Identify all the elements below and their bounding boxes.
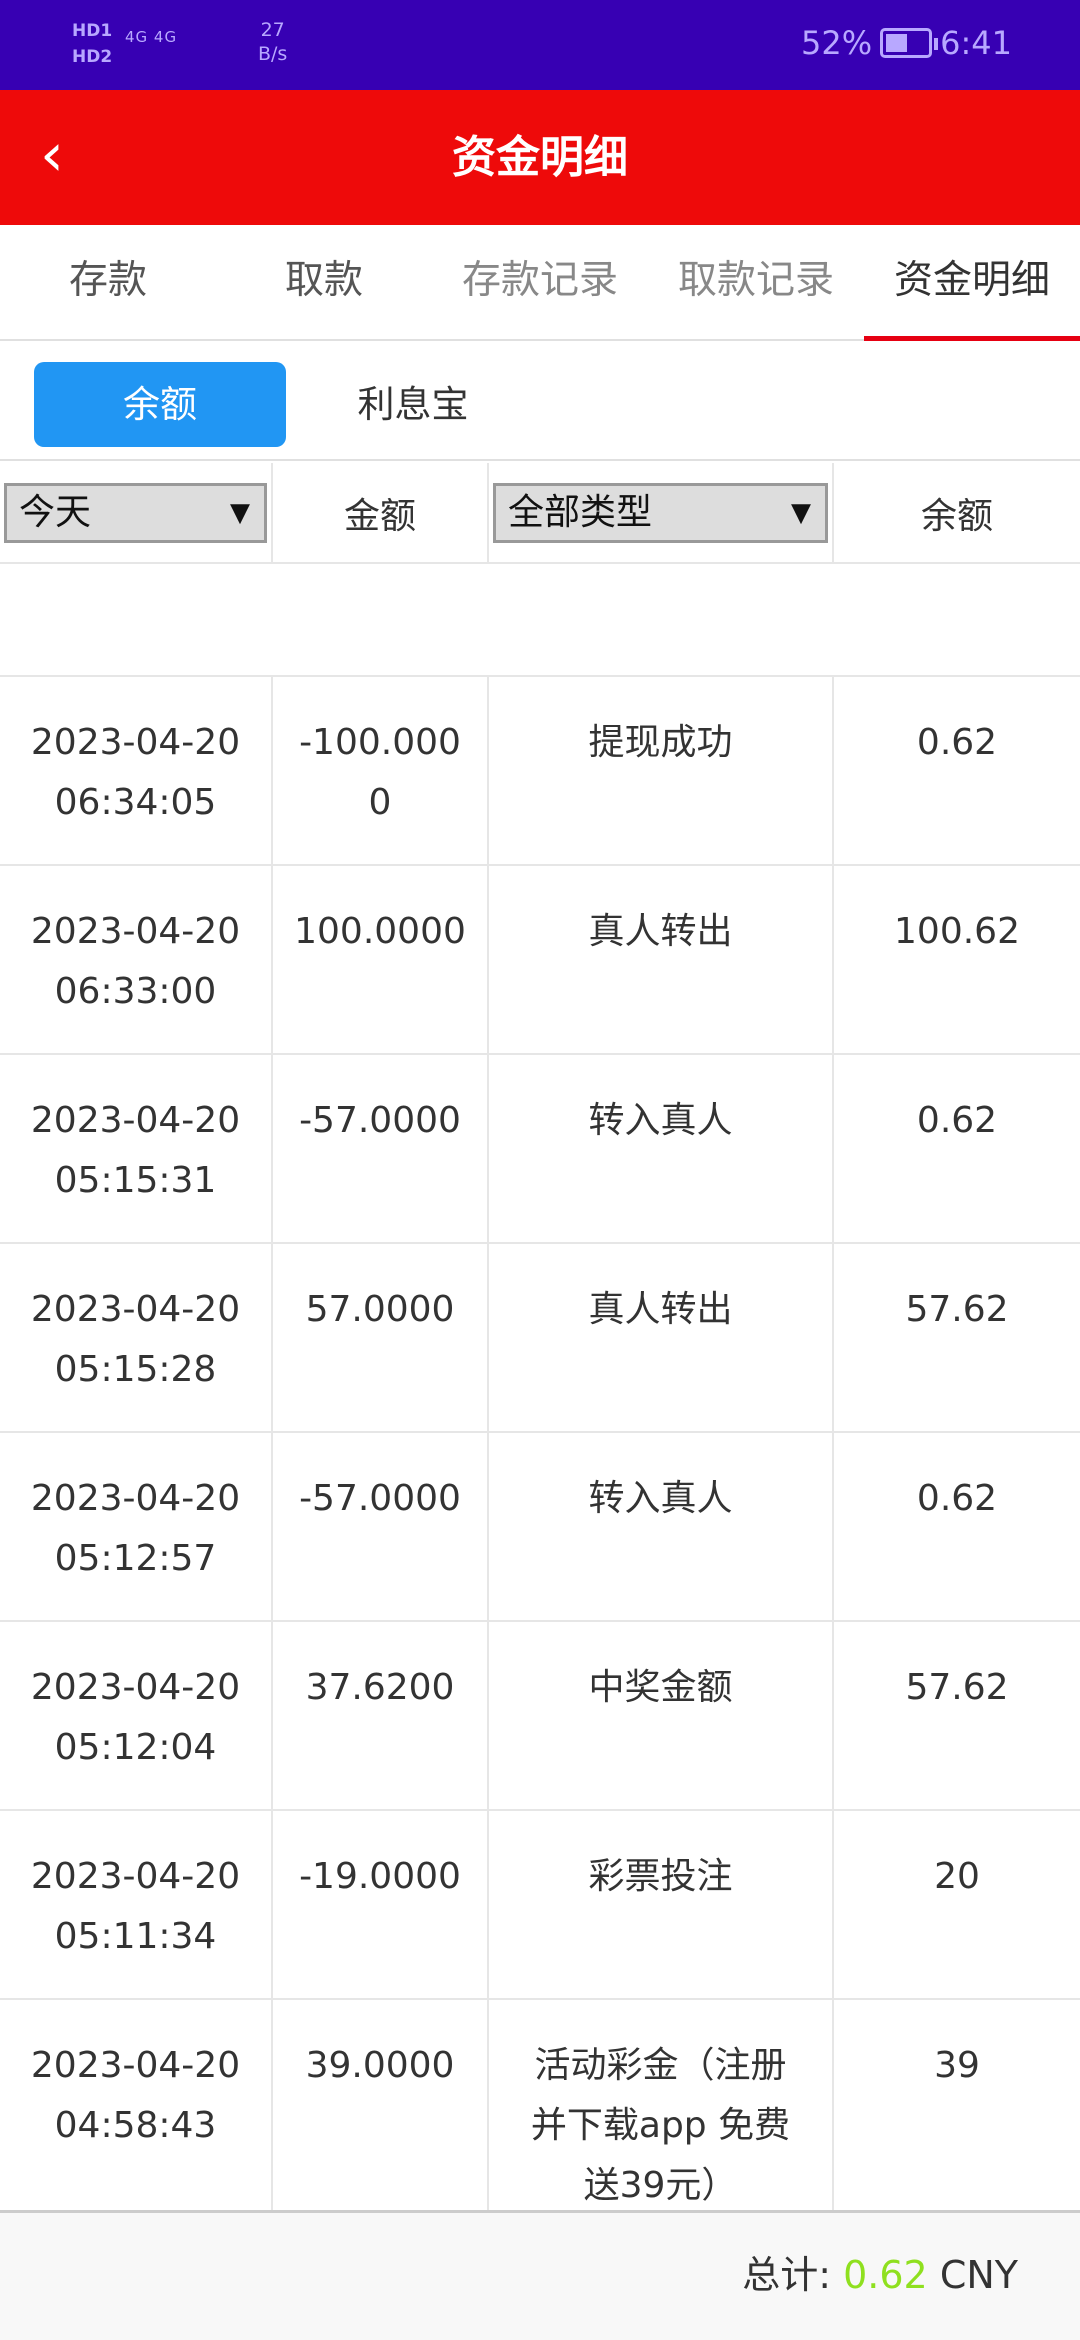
- row-type: 转入真人: [488, 1432, 834, 1622]
- row-date: 2023-04-20: [30, 911, 241, 952]
- row-time: 05:12:04: [54, 1727, 217, 1768]
- table-row: 2023-04-20 04:58:43 39.0000 活动彩金（注册并下载app…: [0, 1999, 1080, 2218]
- fund-table: 今天 ▼ 金额 全部类型 ▼ 余额 2023-04-20 06:34:05 -100.…: [0, 463, 1080, 2218]
- row-time: 05:15:31: [54, 1160, 217, 1201]
- battery-icon: [880, 28, 939, 58]
- signal-icon: 4G 4G: [125, 28, 178, 46]
- dropdown-arrow-icon: ▼: [230, 497, 250, 528]
- clock: 6:41: [940, 24, 1012, 62]
- table-row: 2023-04-20 05:15:28 57.0000 真人转出 57.62: [0, 1243, 1080, 1433]
- row-balance: 0.62: [833, 1432, 1080, 1622]
- network-speed: 27 B/s: [258, 19, 288, 65]
- row-type: 中奖金额: [488, 1621, 834, 1811]
- balance-header: 余额: [833, 463, 1080, 564]
- back-chevron-left-icon[interactable]: ‹: [40, 120, 64, 190]
- row-amount: -100.0000: [272, 676, 489, 866]
- subtab-bar: 余额 利息宝: [0, 341, 1080, 461]
- sim-hd-indicators: HD1 HD2: [72, 21, 113, 67]
- row-type: 真人转出: [488, 1243, 834, 1433]
- row-date: 2023-04-20: [30, 1856, 241, 1897]
- row-balance: 0.62: [833, 676, 1080, 866]
- table-row: 2023-04-20 06:34:05 -100.0000 提现成功 0.62: [0, 676, 1080, 866]
- status-bar: HD1 HD2 4G 4G 27 B/s 52% 6:41: [0, 0, 1080, 90]
- row-balance: 100.62: [833, 865, 1080, 1055]
- amount-header: 金额: [272, 463, 489, 564]
- type-filter-select[interactable]: 全部类型 ▼: [493, 482, 828, 543]
- total-label: 总计:: [742, 2253, 832, 2297]
- tab-withdraw-records[interactable]: 取款记录: [677, 258, 834, 303]
- row-amount: -57.0000: [272, 1432, 489, 1622]
- table-row: 2023-04-20 06:33:00 100.0000 真人转出 100.62: [0, 865, 1080, 1055]
- tab-deposit[interactable]: 存款: [68, 258, 147, 303]
- table-row: 2023-04-20 05:12:04 37.6200 中奖金额 57.62: [0, 1621, 1080, 1811]
- tab-bar: 存款 取款 存款记录 取款记录 资金明细: [0, 225, 1080, 341]
- row-time: 06:33:00: [54, 971, 217, 1012]
- row-date: 2023-04-20: [30, 1478, 241, 1519]
- subtab-balance[interactable]: 余额: [34, 362, 286, 447]
- page-title: 资金明细: [452, 132, 628, 183]
- row-amount: 37.6200: [272, 1621, 489, 1811]
- row-date: 2023-04-20: [30, 1667, 241, 1708]
- subtab-interest[interactable]: 利息宝: [357, 383, 469, 426]
- row-date: 2023-04-20: [30, 2045, 241, 2086]
- dropdown-arrow-icon: ▼: [791, 497, 811, 528]
- row-balance: 20: [833, 1810, 1080, 2000]
- row-balance: 57.62: [833, 1243, 1080, 1433]
- row-amount: -57.0000: [272, 1054, 489, 1244]
- row-time: 05:15:28: [54, 1349, 217, 1390]
- row-amount: 100.0000: [272, 865, 489, 1055]
- row-type: 活动彩金（注册并下载app 免费送39元）: [488, 1999, 834, 2218]
- battery-percent: 52%: [801, 24, 873, 62]
- row-time: 05:11:34: [54, 1916, 217, 1957]
- table-row: 2023-04-20 05:15:31 -57.0000 转入真人 0.62: [0, 1054, 1080, 1244]
- total-value: 0.62: [843, 2253, 928, 2297]
- row-balance: 39: [833, 1999, 1080, 2218]
- table-row: 2023-04-20 05:11:34 -19.0000 彩票投注 20: [0, 1810, 1080, 2000]
- row-amount: -19.0000: [272, 1810, 489, 2000]
- row-amount: 39.0000: [272, 1999, 489, 2218]
- row-time: 06:34:05: [54, 782, 217, 823]
- row-amount: 57.0000: [272, 1243, 489, 1433]
- row-date: 2023-04-20: [30, 722, 241, 763]
- row-date: 2023-04-20: [30, 1100, 241, 1141]
- row-type: 彩票投注: [488, 1810, 834, 2000]
- tab-withdraw[interactable]: 取款: [284, 258, 363, 303]
- row-type: 提现成功: [488, 676, 834, 866]
- row-time: 05:12:57: [54, 1538, 217, 1579]
- tab-deposit-records[interactable]: 存款记录: [461, 258, 618, 303]
- app-header: 资金明细 ‹: [0, 90, 1080, 225]
- row-type: 真人转出: [488, 865, 834, 1055]
- date-filter-select[interactable]: 今天 ▼: [4, 482, 267, 543]
- row-balance: 57.62: [833, 1621, 1080, 1811]
- footer-total: 总计: 0.62 CNY: [0, 2210, 1080, 2340]
- row-type: 转入真人: [488, 1054, 834, 1244]
- row-date: 2023-04-20: [30, 1289, 241, 1330]
- table-row: 2023-04-20 05:12:57 -57.0000 转入真人 0.62: [0, 1432, 1080, 1622]
- tab-fund-details[interactable]: 资金明细: [864, 225, 1080, 341]
- row-time: 04:58:43: [54, 2105, 217, 2146]
- total-currency: CNY: [939, 2253, 1018, 2297]
- row-balance: 0.62: [833, 1054, 1080, 1244]
